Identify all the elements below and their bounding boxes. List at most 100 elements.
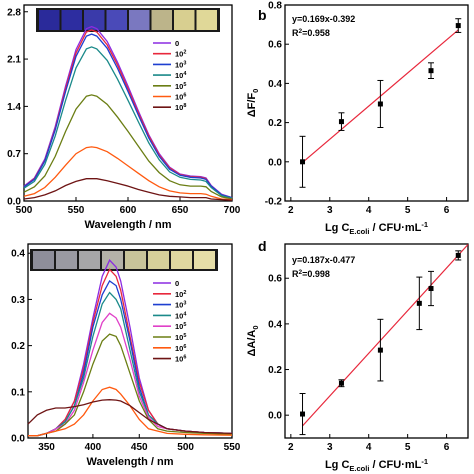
legend-base: 10 [175,50,183,59]
data-point [416,300,422,306]
spectrum-line [28,333,233,437]
plot-frame [284,4,469,202]
y-tick-label: 0.2 [11,341,25,352]
plot-frame [27,243,233,439]
legend-base: 0 [175,39,179,48]
x-tick-label: 350 [38,442,55,453]
x-tick-label: 2 [288,205,294,216]
legend-base: 10 [175,355,183,364]
data-point [428,68,434,74]
data-point [455,252,461,258]
legend-entry: 103 [175,60,186,69]
legend-base: 10 [175,71,183,80]
fit-equation: y=0.169x-0.392 [292,14,355,24]
y-tick-label: 0.8 [268,1,282,12]
sample-vial [61,10,82,30]
legend-exponent: 6 [183,344,186,350]
legend-entry: 105 [175,333,186,342]
y-tick-label: 0.6 [268,274,282,285]
y-tick-label: 0.0 [268,157,282,168]
x-tick-label: 500 [16,205,33,216]
legend-exponent: 5 [183,322,186,328]
legend-entry: 106 [175,93,186,102]
y-tick-label: 0.4 [268,319,282,330]
legend-exponent: 8 [183,103,186,109]
y-tick-label: 0.1 [11,387,25,398]
x-title-unit: / CFU·mL [369,459,421,471]
spectrum-line [23,33,233,199]
legend-exponent: 3 [183,301,186,307]
data-point [338,380,344,386]
legend-base: 10 [175,290,183,299]
y-tick-label: 0.0 [268,411,282,422]
sample-vial [39,10,60,30]
sample-vial [171,251,192,269]
spectrum-line [23,178,233,201]
x-title-unit: / CFU·mL [369,222,421,234]
legend-base: 10 [175,103,183,112]
y-tick-label: 2.8 [7,7,21,18]
legend-base: 10 [175,82,183,91]
legend-entry: 105 [175,322,186,331]
spectrum-line [28,386,233,437]
legend-base: 10 [175,344,183,353]
sample-photo-strip [36,8,220,32]
fit-equation: y=0.187x-0.477 [292,255,355,265]
x-tick-label: 550 [224,442,241,453]
y-title-main: ΔA/A [246,330,258,357]
legend-base: 10 [175,311,183,320]
y-tick-label: 1.4 [7,102,21,113]
x-axis-title: Wavelength / nm [85,219,172,231]
plot-frame [23,4,233,202]
legend-entry: 104 [175,71,187,80]
x-tick-label: 600 [120,205,137,216]
legend-base: 10 [175,93,183,102]
spectrum-line [23,94,233,200]
spectrum-line [23,46,233,199]
x-tick-label: 3 [327,205,333,216]
sample-photo-strip [30,249,218,271]
x-tick-label: 400 [85,442,102,453]
legend-base: 0 [175,279,179,288]
sample-vial [56,251,77,269]
sample-vial [102,251,123,269]
x-tick-label: 2 [288,442,294,453]
y-title-main: ΔF/F [246,93,258,118]
spectra-panel-a: 500 550 600 650 7000.00.71.42.12.80102103104… [7,4,241,231]
x-tick-label: 500 [177,442,194,453]
x-tick-label: 6 [444,442,450,453]
spectrum-line [27,399,233,435]
fit-line [302,244,469,427]
legend-base: 10 [175,333,183,342]
legend-exponent: 5 [183,333,186,339]
legend-exponent: 6 [183,93,186,99]
x-title-main: Lg C [325,222,349,234]
y-tick-label: 0.4 [268,79,282,90]
data-point [338,119,344,125]
panel-label: b [258,7,267,23]
panel-label: d [258,238,267,254]
sample-vial [148,251,169,269]
legend-entry: 106 [175,344,186,353]
x-tick-label: 5 [405,205,411,216]
legend-exponent: 4 [183,311,187,317]
y-tick-label: 0.2 [268,118,282,129]
legend-entry: 102 [175,50,186,59]
legend-base: 10 [175,301,183,310]
data-point [377,101,383,107]
legend-base: 10 [175,60,183,69]
legend-exponent: 2 [183,290,186,296]
y-tick-label: 2.1 [7,55,21,66]
x-tick-label: 650 [172,205,189,216]
data-point [455,23,461,29]
r-squared-exponent: 2 [299,269,303,276]
y-axis-title: ΔF/F0 [246,89,260,118]
r-squared-symbol: R [292,28,299,38]
x-title-exponent: -1 [421,220,428,229]
x-title-exponent: -1 [421,457,428,466]
x-tick-label: 5 [405,442,411,453]
x-axis-title: Lg CE.coli / CFU·mL-1 [325,457,428,473]
y-axis-title: ΔA/A0 [246,325,260,356]
